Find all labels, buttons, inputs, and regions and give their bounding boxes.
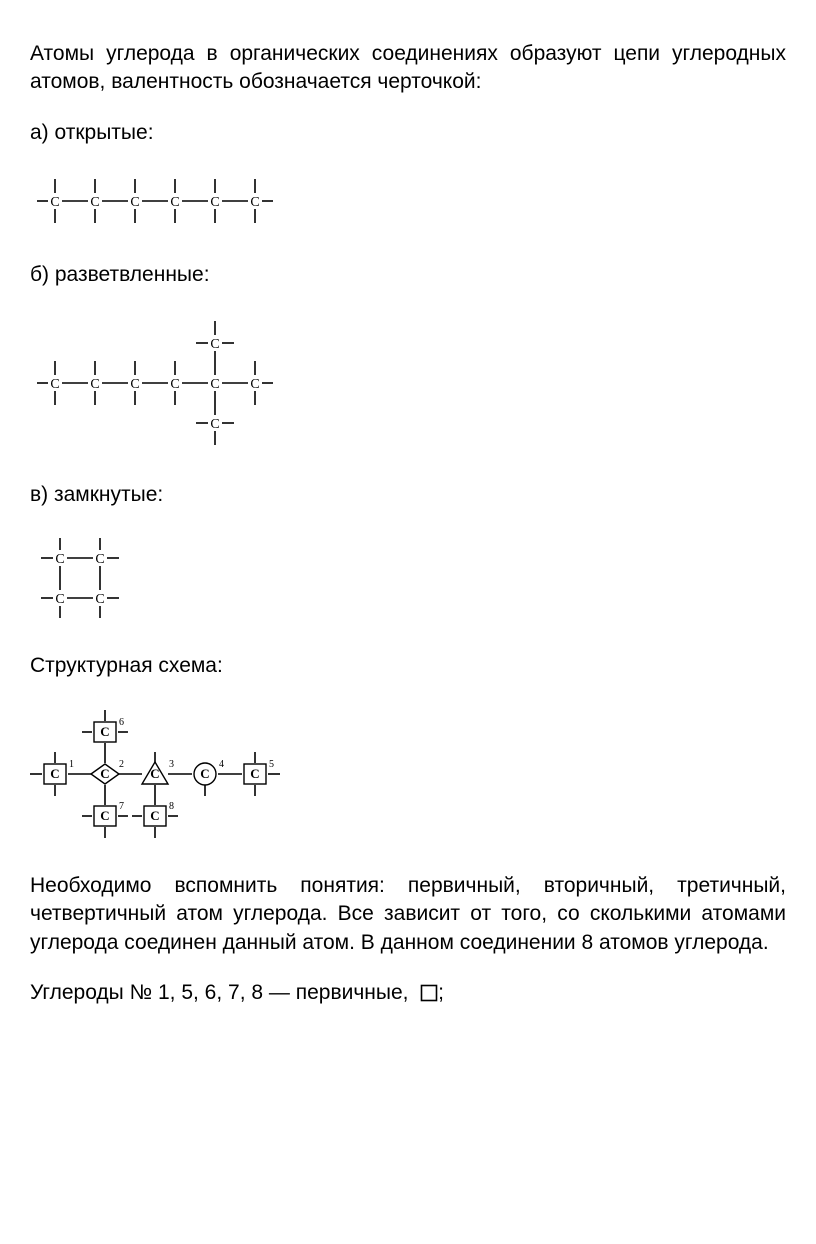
svg-text:C: C xyxy=(55,592,64,607)
recall-text: Необходимо вспомнить понятия: первичный,… xyxy=(30,872,786,957)
svg-text:1: 1 xyxy=(69,759,74,770)
label-a: а) открытые: xyxy=(30,119,786,147)
svg-text:5: 5 xyxy=(269,759,274,770)
svg-text:C: C xyxy=(210,337,219,352)
svg-text:7: 7 xyxy=(119,801,124,812)
svg-text:6: 6 xyxy=(119,717,124,728)
diagram-open-chain: CCCCCC xyxy=(30,165,786,237)
svg-text:C: C xyxy=(95,552,104,567)
svg-text:C: C xyxy=(150,808,159,823)
diagram-cyclic: C C C C xyxy=(30,528,786,628)
svg-text:C: C xyxy=(200,766,209,781)
svg-text:C: C xyxy=(50,195,59,210)
label-scheme: Структурная схема: xyxy=(30,652,786,680)
square-symbol xyxy=(420,982,438,1010)
svg-text:C: C xyxy=(95,592,104,607)
svg-text:C: C xyxy=(90,377,99,392)
svg-text:C: C xyxy=(250,377,259,392)
svg-text:C: C xyxy=(250,766,259,781)
svg-text:8: 8 xyxy=(169,801,174,812)
svg-text:C: C xyxy=(210,377,219,392)
svg-text:C: C xyxy=(130,195,139,210)
svg-text:C: C xyxy=(210,417,219,432)
svg-text:C: C xyxy=(170,377,179,392)
svg-text:4: 4 xyxy=(219,759,224,770)
intro-text: Атомы углерода в органических соединения… xyxy=(30,40,786,97)
svg-text:C: C xyxy=(50,766,59,781)
svg-text:3: 3 xyxy=(169,759,174,770)
svg-text:C: C xyxy=(100,808,109,823)
svg-text:C: C xyxy=(130,377,139,392)
svg-text:C: C xyxy=(100,766,109,781)
primary-text: Углероды № 1, 5, 6, 7, 8 — первичные, ; xyxy=(30,979,786,1010)
svg-text:C: C xyxy=(150,766,159,781)
label-v: в) замкнутые: xyxy=(30,481,786,509)
svg-text:C: C xyxy=(90,195,99,210)
semicolon: ; xyxy=(438,981,444,1004)
svg-text:C: C xyxy=(250,195,259,210)
label-b: б) разветвленные: xyxy=(30,261,786,289)
svg-text:C: C xyxy=(100,724,109,739)
primary-text-content: Углероды № 1, 5, 6, 7, 8 — первичные, xyxy=(30,981,408,1004)
svg-text:C: C xyxy=(170,195,179,210)
svg-text:C: C xyxy=(50,377,59,392)
svg-text:2: 2 xyxy=(119,759,124,770)
svg-text:C: C xyxy=(55,552,64,567)
diagram-scheme: C1C2C3C4C5C6C7C8 xyxy=(30,698,786,848)
svg-text:C: C xyxy=(210,195,219,210)
diagram-branched: C C C C C C C C xyxy=(30,307,786,457)
